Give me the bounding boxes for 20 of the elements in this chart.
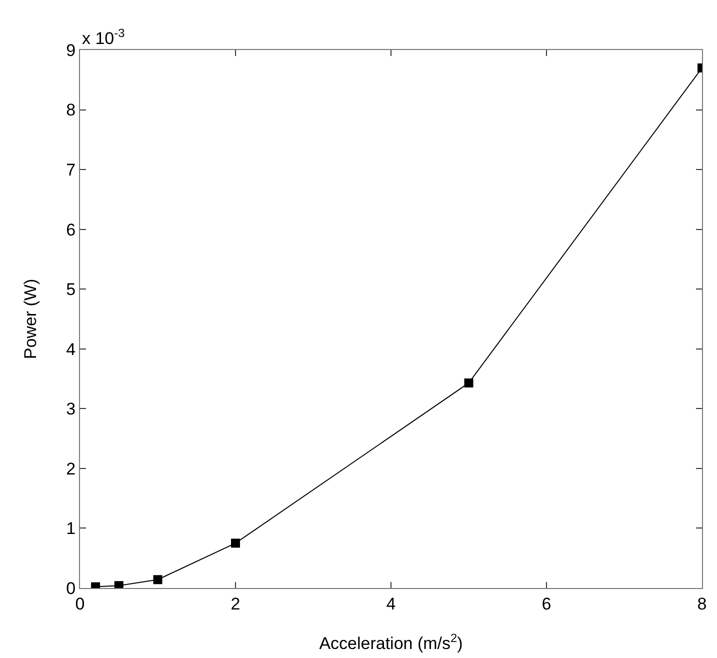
x-axis-title: Acceleration (m/s$^{2}$) bbox=[319, 630, 463, 653]
y-tick-label: 6 bbox=[66, 220, 76, 240]
y-tick-label: 5 bbox=[66, 280, 76, 300]
y-tick-label: 2 bbox=[66, 459, 76, 478]
y-tick-label: 7 bbox=[66, 160, 76, 180]
y-tick-label: 8 bbox=[66, 100, 76, 120]
x-tick-label: 6 bbox=[542, 594, 552, 614]
point bbox=[231, 538, 240, 548]
x-tick-label: 4 bbox=[386, 594, 396, 614]
text: x 10$^{-3}$ bbox=[82, 26, 126, 48]
y-tick-label: 4 bbox=[66, 340, 76, 359]
y-tick-label: 0 bbox=[66, 578, 76, 598]
x-tick-label: 8 bbox=[697, 594, 707, 614]
y-tick-label: 9 bbox=[66, 40, 76, 60]
y-axis-title: Power (W) bbox=[21, 278, 40, 360]
y-tick-label: 1 bbox=[66, 519, 76, 538]
point bbox=[153, 575, 162, 584]
y-tick-label: 3 bbox=[66, 400, 76, 419]
x-tick-label: 2 bbox=[230, 594, 240, 614]
point bbox=[464, 378, 474, 388]
